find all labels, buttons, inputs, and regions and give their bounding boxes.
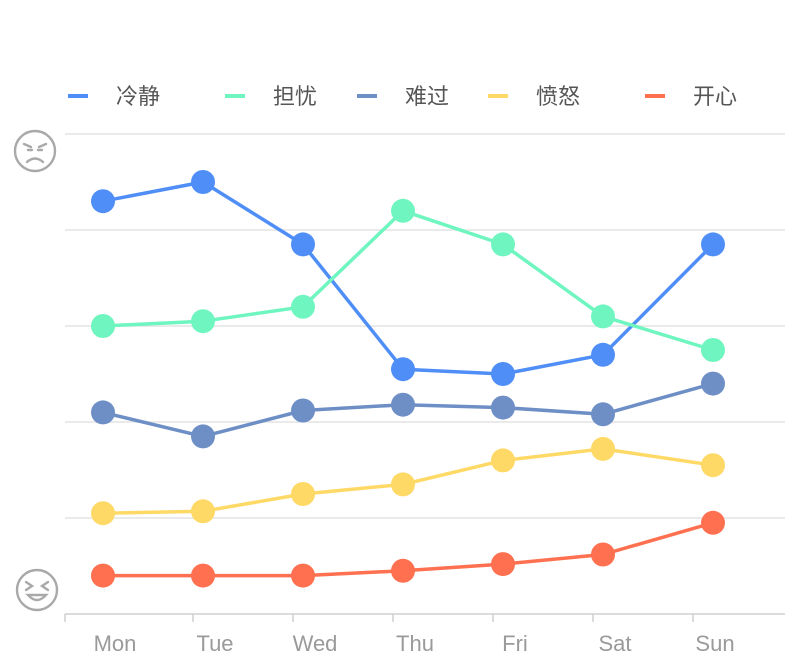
- data-point[interactable]: [701, 338, 725, 362]
- x-axis: Mon Tue Wed Thu Fri Sat Sun: [64, 614, 735, 656]
- data-point[interactable]: [701, 453, 725, 478]
- legend-label: 担忧: [273, 85, 317, 110]
- legend-item[interactable]: 难过: [357, 85, 449, 110]
- legend-item[interactable]: 开心: [645, 85, 737, 110]
- data-point[interactable]: [191, 309, 215, 334]
- data-point[interactable]: [91, 314, 115, 338]
- data-point[interactable]: [291, 482, 315, 506]
- series-group: [91, 170, 725, 588]
- x-tick-label: Fri: [502, 631, 528, 656]
- series: [91, 198, 725, 362]
- data-point[interactable]: [701, 371, 725, 396]
- angry-face-icon: [13, 129, 57, 173]
- data-point[interactable]: [391, 558, 415, 583]
- data-point[interactable]: [91, 189, 115, 214]
- x-tick-label: Sat: [598, 631, 631, 656]
- data-point[interactable]: [191, 424, 215, 449]
- legend-label: 冷静: [116, 85, 160, 110]
- data-point[interactable]: [591, 304, 615, 329]
- legend: 冷静 担忧 难过 愤怒 开心: [68, 85, 737, 110]
- legend-item[interactable]: 担忧: [225, 85, 317, 110]
- data-point[interactable]: [591, 402, 615, 427]
- data-point[interactable]: [291, 232, 315, 257]
- data-point[interactable]: [491, 448, 515, 473]
- grid-lines: [65, 133, 785, 615]
- series: [91, 510, 725, 588]
- data-point[interactable]: [391, 198, 415, 223]
- x-tick-label: Tue: [196, 631, 233, 656]
- data-point[interactable]: [391, 392, 415, 417]
- data-point[interactable]: [391, 472, 415, 497]
- x-tick-label: Sun: [695, 631, 734, 656]
- data-point[interactable]: [91, 563, 115, 588]
- data-point[interactable]: [591, 542, 615, 567]
- y-axis-icons: [13, 129, 59, 612]
- data-point[interactable]: [591, 342, 615, 367]
- data-point[interactable]: [91, 400, 115, 425]
- legend-label: 开心: [693, 85, 737, 110]
- x-tick-label: Thu: [396, 631, 434, 656]
- data-point[interactable]: [491, 395, 515, 420]
- data-point[interactable]: [191, 563, 215, 588]
- data-point[interactable]: [91, 501, 115, 526]
- series: [91, 371, 725, 449]
- happy-face-icon: [15, 568, 59, 612]
- data-point[interactable]: [491, 232, 515, 257]
- legend-item[interactable]: 冷静: [68, 85, 160, 110]
- data-point[interactable]: [291, 294, 315, 319]
- data-point[interactable]: [191, 170, 215, 194]
- data-point[interactable]: [701, 232, 725, 257]
- legend-label: 难过: [405, 85, 449, 110]
- data-point[interactable]: [491, 362, 515, 386]
- legend-item[interactable]: 愤怒: [488, 85, 580, 110]
- x-tick-label: Wed: [293, 631, 338, 656]
- legend-label: 愤怒: [536, 85, 580, 110]
- data-point[interactable]: [191, 499, 215, 524]
- data-point[interactable]: [291, 563, 315, 588]
- data-point[interactable]: [491, 552, 515, 577]
- series: [91, 436, 725, 526]
- x-tick-label: Mon: [94, 631, 137, 656]
- data-point[interactable]: [391, 357, 415, 382]
- data-point[interactable]: [701, 510, 725, 535]
- series: [91, 170, 725, 386]
- data-point[interactable]: [591, 436, 615, 461]
- data-point[interactable]: [291, 398, 315, 423]
